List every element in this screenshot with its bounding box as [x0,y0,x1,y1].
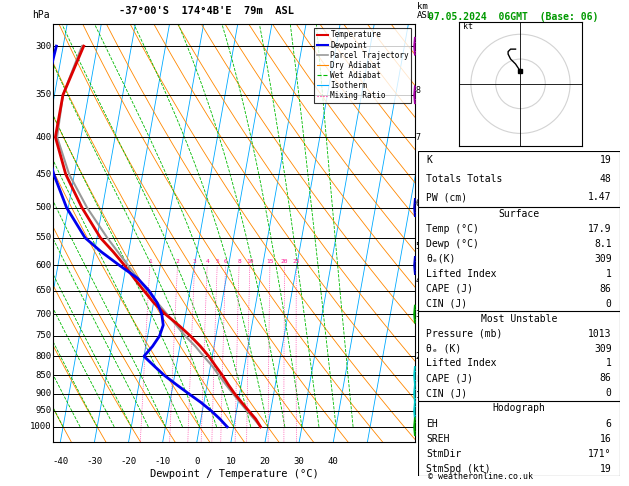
Text: 1000: 1000 [30,422,52,432]
Text: 1.47: 1.47 [588,192,611,202]
Text: 2: 2 [416,352,421,361]
Text: 3: 3 [416,310,421,318]
Text: 550: 550 [35,233,52,243]
Text: θₑ(K): θₑ(K) [426,254,456,264]
Text: Temp (°C): Temp (°C) [426,224,479,234]
Text: © weatheronline.co.uk: © weatheronline.co.uk [428,472,533,481]
Text: 86: 86 [600,373,611,383]
Text: -10: -10 [155,457,170,466]
Text: 8: 8 [416,86,421,95]
Text: 900: 900 [35,389,52,398]
Text: 10: 10 [246,259,253,264]
Text: 07.05.2024  06GMT  (Base: 06): 07.05.2024 06GMT (Base: 06) [428,12,598,22]
Text: -40: -40 [52,457,69,466]
Text: 700: 700 [35,310,52,318]
Text: 6: 6 [416,199,421,208]
Text: km
ASL: km ASL [417,2,433,20]
Text: 19: 19 [600,464,611,474]
Text: 350: 350 [35,90,52,99]
Text: 450: 450 [35,170,52,179]
Text: 500: 500 [35,203,52,212]
Text: CIN (J): CIN (J) [426,298,467,309]
Text: 8.1: 8.1 [594,239,611,249]
Text: 650: 650 [35,286,52,295]
Text: 950: 950 [35,406,52,415]
Text: Dewp (°C): Dewp (°C) [426,239,479,249]
Text: LCL: LCL [416,375,431,384]
Text: 19: 19 [600,155,611,165]
Text: 15: 15 [266,259,274,264]
Text: Lifted Index: Lifted Index [426,359,497,368]
Text: Surface: Surface [498,209,540,219]
Text: 1013: 1013 [588,329,611,339]
Text: Dewpoint / Temperature (°C): Dewpoint / Temperature (°C) [150,469,319,479]
Text: 5: 5 [215,259,219,264]
Text: 309: 309 [594,344,611,353]
Text: Hodograph: Hodograph [493,403,545,414]
Text: 309: 309 [594,254,611,264]
Text: 1: 1 [606,269,611,279]
Text: 86: 86 [600,284,611,294]
Text: kt: kt [464,22,474,31]
Text: 0: 0 [606,388,611,399]
Text: 0: 0 [606,298,611,309]
Text: 6: 6 [606,418,611,429]
Text: 171°: 171° [588,449,611,459]
Text: -30: -30 [86,457,103,466]
Text: 300: 300 [35,42,52,51]
Text: 1: 1 [416,391,421,400]
Text: 25: 25 [292,259,300,264]
Text: 0: 0 [194,457,199,466]
Text: EH: EH [426,418,438,429]
Text: -20: -20 [121,457,136,466]
Text: hPa: hPa [32,10,50,20]
Text: Pressure (mb): Pressure (mb) [426,329,503,339]
Text: 20: 20 [260,457,270,466]
Text: 30: 30 [294,457,304,466]
Text: 17.9: 17.9 [588,224,611,234]
Text: 3: 3 [192,259,196,264]
Text: K: K [426,155,432,165]
Text: 48: 48 [600,174,611,184]
Text: 1: 1 [606,359,611,368]
Text: 16: 16 [600,434,611,444]
Text: StmDir: StmDir [426,449,462,459]
Text: 400: 400 [35,133,52,141]
Text: CAPE (J): CAPE (J) [426,284,474,294]
Text: 800: 800 [35,352,52,361]
Text: 5: 5 [416,242,421,251]
Text: 8: 8 [237,259,241,264]
Text: 7: 7 [416,133,421,141]
Text: 600: 600 [35,261,52,270]
Text: 20: 20 [281,259,289,264]
Text: CAPE (J): CAPE (J) [426,373,474,383]
Text: Most Unstable: Most Unstable [481,313,557,324]
Text: -37°00'S  174°4B'E  79m  ASL: -37°00'S 174°4B'E 79m ASL [118,6,294,16]
Text: PW (cm): PW (cm) [426,192,467,202]
Text: CIN (J): CIN (J) [426,388,467,399]
Text: 1: 1 [148,259,152,264]
Text: 6: 6 [224,259,228,264]
Text: Lifted Index: Lifted Index [426,269,497,279]
Text: 4: 4 [416,276,421,285]
Text: Totals Totals: Totals Totals [426,174,503,184]
Text: 10: 10 [226,457,237,466]
Text: 750: 750 [35,331,52,340]
Text: StmSpd (kt): StmSpd (kt) [426,464,491,474]
Text: 850: 850 [35,371,52,380]
Text: θₑ (K): θₑ (K) [426,344,462,353]
Text: 2: 2 [175,259,179,264]
Text: Mixing Ratio (g/kg): Mixing Ratio (g/kg) [440,207,448,302]
Text: SREH: SREH [426,434,450,444]
Text: 4: 4 [205,259,209,264]
Text: 40: 40 [328,457,338,466]
Legend: Temperature, Dewpoint, Parcel Trajectory, Dry Adiabat, Wet Adiabat, Isotherm, Mi: Temperature, Dewpoint, Parcel Trajectory… [314,28,411,103]
